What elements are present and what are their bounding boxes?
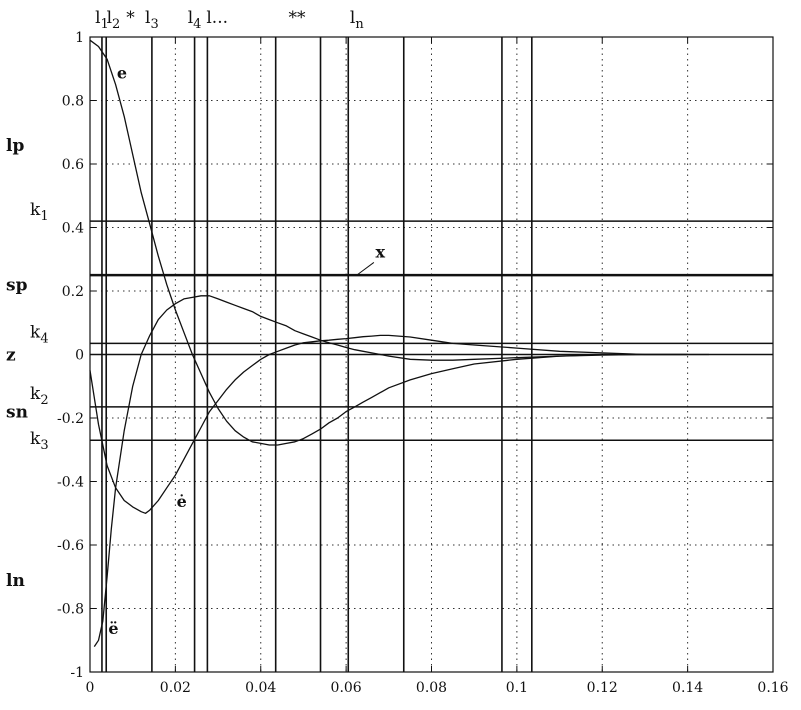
y-tick-label: -1 xyxy=(70,665,84,681)
level-label-k2: k2 xyxy=(30,384,49,408)
level-label-k3: k3 xyxy=(30,429,49,453)
y-tick-label: 1 xyxy=(75,30,84,46)
x-tick-label: 0.1 xyxy=(506,680,528,696)
y-tick-label: -0.2 xyxy=(57,411,84,427)
top-label: l2 xyxy=(107,8,121,32)
tick-layer: 0 0.02 0.04 0.06 0.08 0.1 0.12 0.14 0.16 -1 -0.8 -0… xyxy=(57,30,789,696)
top-label: l... xyxy=(206,8,228,28)
curve-label: ë xyxy=(108,619,118,638)
x-tick-label: 0.14 xyxy=(672,680,703,696)
side-label-ln: ln xyxy=(6,571,25,591)
y-tick-label: 0.8 xyxy=(62,94,84,110)
y-tick-label: 0.4 xyxy=(62,221,84,237)
series-line-3 xyxy=(93,295,709,647)
side-label-sn: sn xyxy=(6,403,28,423)
top-label: l1 xyxy=(95,8,109,32)
top-label: * xyxy=(126,8,135,28)
y-tick-label: -0.6 xyxy=(57,538,84,554)
series-line-1 xyxy=(89,39,688,446)
y-tick-label: -0.8 xyxy=(57,602,84,618)
y-tick-label: 0.6 xyxy=(62,157,84,173)
y-tick-label: 0.2 xyxy=(62,284,84,300)
side-label-sp: sp xyxy=(6,276,28,296)
x-tick-label: 0.08 xyxy=(416,680,447,696)
x-tick-label: 0.06 xyxy=(331,680,362,696)
x-tick-label: 0.12 xyxy=(587,680,618,696)
top-label: l3 xyxy=(145,8,159,32)
x-tick-label: 0.16 xyxy=(757,680,788,696)
series-layer xyxy=(89,39,709,647)
y-tick-label: 0 xyxy=(75,348,84,364)
y-tick-label: -0.4 xyxy=(57,475,84,491)
curve-label: e xyxy=(117,63,127,82)
top-label: l4 xyxy=(188,8,202,32)
level-label-k1: k1 xyxy=(30,200,49,224)
series-line-2 xyxy=(89,334,688,514)
x-label-pointer xyxy=(356,262,375,276)
x-tick-label: 0.04 xyxy=(245,680,276,696)
curve-label: ė xyxy=(177,492,187,511)
side-label-z: z xyxy=(6,346,16,366)
level-label-k4: k4 xyxy=(30,322,49,346)
top-label: ** xyxy=(289,8,307,28)
curve-label: x xyxy=(376,243,386,262)
top-label: ln xyxy=(350,8,364,32)
x-tick-label: 0.02 xyxy=(160,680,191,696)
side-label-lp: lp xyxy=(6,136,24,156)
x-tick-label: 0 xyxy=(86,680,95,696)
horizontal-levels-layer xyxy=(90,220,773,441)
